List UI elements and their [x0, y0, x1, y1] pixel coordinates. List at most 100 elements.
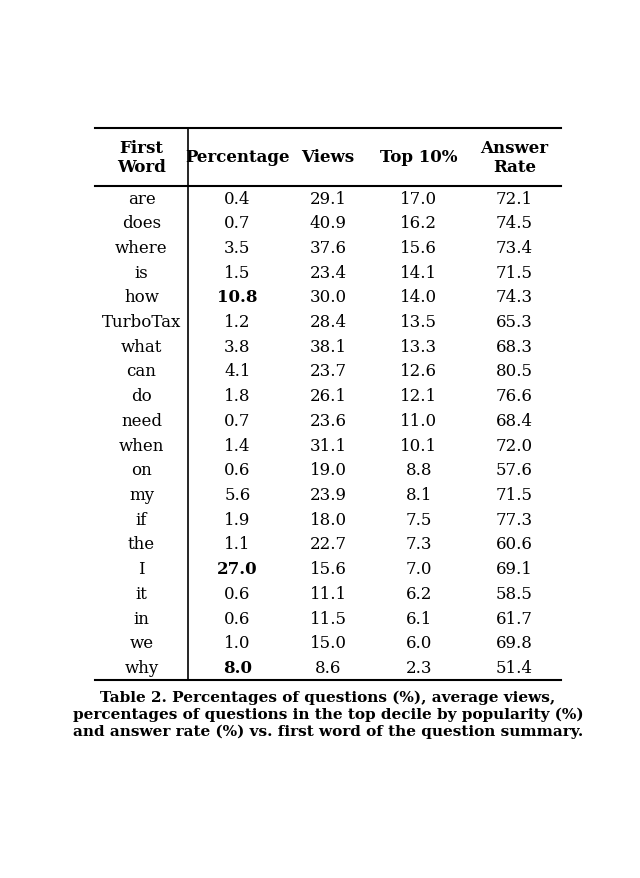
Text: 69.8: 69.8 [496, 635, 533, 651]
Text: 1.1: 1.1 [224, 536, 250, 553]
Text: 0.6: 0.6 [224, 462, 250, 479]
Text: 10.8: 10.8 [217, 289, 257, 306]
Text: 2.3: 2.3 [406, 659, 432, 676]
Text: 13.5: 13.5 [400, 313, 437, 331]
Text: 27.0: 27.0 [217, 560, 257, 578]
Text: Top 10%: Top 10% [380, 149, 458, 166]
Text: 11.1: 11.1 [309, 585, 347, 602]
Text: 0.7: 0.7 [224, 413, 250, 429]
Text: 57.6: 57.6 [496, 462, 533, 479]
Text: 76.6: 76.6 [496, 388, 533, 405]
Text: TurboTax: TurboTax [102, 313, 181, 331]
Text: 8.0: 8.0 [223, 659, 252, 676]
Text: 8.8: 8.8 [406, 462, 432, 479]
Text: 14.0: 14.0 [400, 289, 437, 306]
Text: 69.1: 69.1 [496, 560, 533, 578]
Text: 8.1: 8.1 [406, 486, 432, 503]
Text: 6.2: 6.2 [406, 585, 432, 602]
Text: Views: Views [301, 149, 355, 166]
Text: First
Word: First Word [117, 140, 166, 176]
Text: 11.5: 11.5 [310, 610, 346, 627]
Text: 71.5: 71.5 [496, 486, 533, 503]
Text: 77.3: 77.3 [496, 511, 533, 528]
Text: 31.1: 31.1 [309, 437, 347, 454]
Text: 0.6: 0.6 [224, 610, 250, 627]
Text: 5.6: 5.6 [224, 486, 250, 503]
Text: 1.9: 1.9 [224, 511, 250, 528]
Text: 15.6: 15.6 [310, 560, 346, 578]
Text: 60.6: 60.6 [496, 536, 533, 553]
Text: we: we [129, 635, 154, 651]
Text: 22.7: 22.7 [309, 536, 347, 553]
Text: 72.1: 72.1 [496, 191, 533, 207]
Text: 3.8: 3.8 [224, 338, 250, 356]
Text: 1.5: 1.5 [224, 264, 250, 281]
Text: 61.7: 61.7 [496, 610, 533, 627]
Text: are: are [127, 191, 156, 207]
Text: 74.5: 74.5 [496, 215, 533, 232]
Text: 1.8: 1.8 [224, 388, 250, 405]
Text: 0.7: 0.7 [224, 215, 250, 232]
Text: on: on [131, 462, 152, 479]
Text: what: what [121, 338, 162, 356]
Text: 73.4: 73.4 [496, 240, 533, 256]
Text: 6.1: 6.1 [406, 610, 432, 627]
Text: 14.1: 14.1 [400, 264, 437, 281]
Text: 7.3: 7.3 [406, 536, 432, 553]
Text: in: in [134, 610, 150, 627]
Text: 17.0: 17.0 [400, 191, 437, 207]
Text: 19.0: 19.0 [310, 462, 346, 479]
Text: when: when [119, 437, 164, 454]
Text: I: I [138, 560, 145, 578]
Text: 40.9: 40.9 [310, 215, 346, 232]
Text: 6.0: 6.0 [406, 635, 432, 651]
Text: 30.0: 30.0 [309, 289, 347, 306]
Text: why: why [124, 659, 159, 676]
Text: if: if [136, 511, 147, 528]
Text: 7.5: 7.5 [406, 511, 432, 528]
Text: 23.6: 23.6 [310, 413, 346, 429]
Text: 58.5: 58.5 [496, 585, 533, 602]
Text: the: the [128, 536, 155, 553]
Text: 38.1: 38.1 [309, 338, 347, 356]
Text: 23.9: 23.9 [310, 486, 346, 503]
Text: 3.5: 3.5 [224, 240, 250, 256]
Text: 68.3: 68.3 [496, 338, 533, 356]
Text: do: do [131, 388, 152, 405]
Text: 1.4: 1.4 [224, 437, 250, 454]
Text: 37.6: 37.6 [310, 240, 346, 256]
Text: 15.6: 15.6 [400, 240, 437, 256]
Text: Answer
Rate: Answer Rate [481, 140, 548, 176]
Text: 0.6: 0.6 [224, 585, 250, 602]
Text: 72.0: 72.0 [496, 437, 533, 454]
Text: 10.1: 10.1 [400, 437, 437, 454]
Text: is: is [134, 264, 148, 281]
Text: 28.4: 28.4 [309, 313, 347, 331]
Text: need: need [121, 413, 162, 429]
Text: 65.3: 65.3 [496, 313, 533, 331]
Text: 68.4: 68.4 [496, 413, 533, 429]
Text: 1.0: 1.0 [224, 635, 250, 651]
Text: does: does [122, 215, 161, 232]
Text: 74.3: 74.3 [496, 289, 533, 306]
Text: 7.0: 7.0 [406, 560, 432, 578]
Text: 26.1: 26.1 [310, 388, 346, 405]
Text: 80.5: 80.5 [496, 363, 533, 380]
Text: 15.0: 15.0 [310, 635, 346, 651]
Text: my: my [129, 486, 154, 503]
Text: 71.5: 71.5 [496, 264, 533, 281]
Text: 16.2: 16.2 [400, 215, 437, 232]
Text: 12.1: 12.1 [400, 388, 437, 405]
Text: Table 2. Percentages of questions (%), average views,
percentages of questions i: Table 2. Percentages of questions (%), a… [73, 690, 583, 738]
Text: how: how [124, 289, 159, 306]
Text: 1.2: 1.2 [224, 313, 250, 331]
Text: where: where [115, 240, 168, 256]
Text: 23.7: 23.7 [309, 363, 347, 380]
Text: 11.0: 11.0 [400, 413, 437, 429]
Text: 8.6: 8.6 [315, 659, 341, 676]
Text: it: it [136, 585, 147, 602]
Text: Percentage: Percentage [185, 149, 289, 166]
Text: 13.3: 13.3 [400, 338, 437, 356]
Text: 4.1: 4.1 [224, 363, 250, 380]
Text: 0.4: 0.4 [224, 191, 250, 207]
